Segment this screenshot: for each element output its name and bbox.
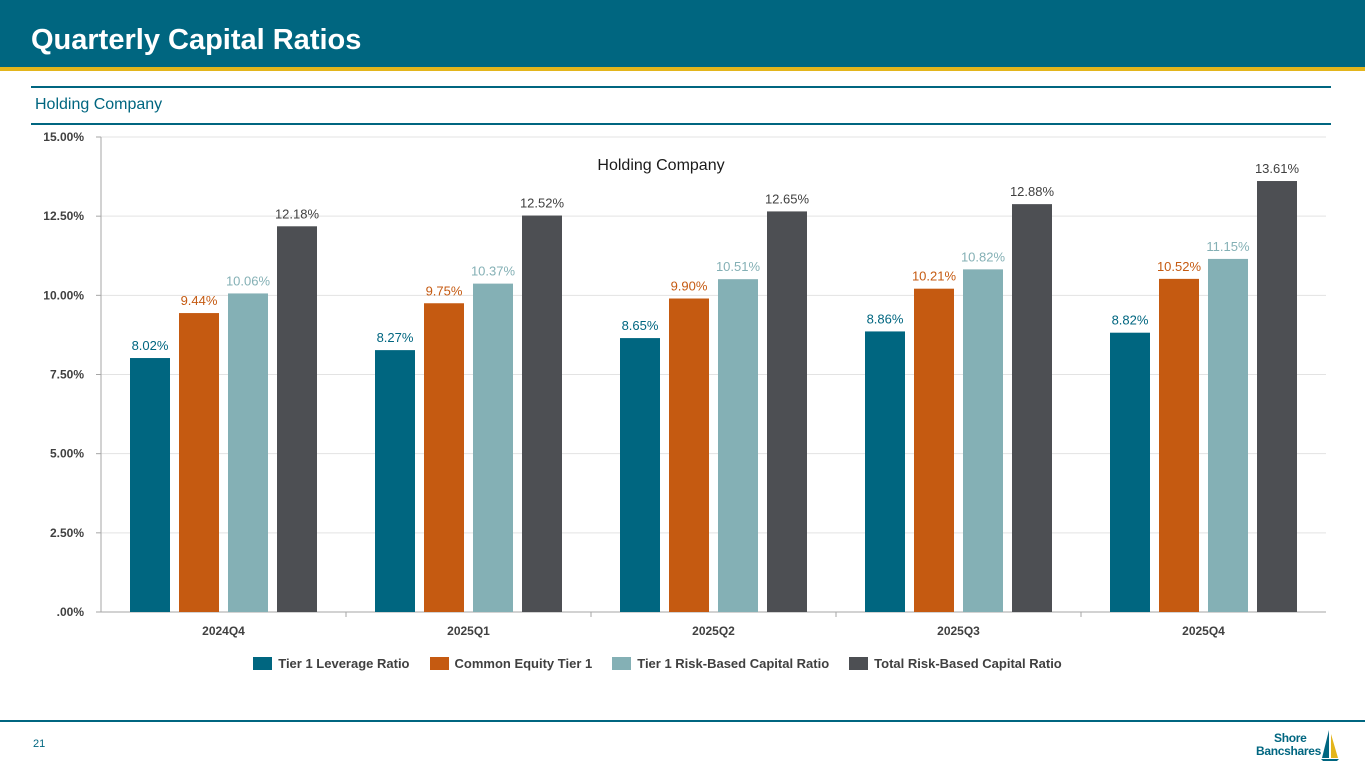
y-tick-label: 12.50%	[43, 209, 84, 223]
data-label: 12.88%	[1010, 184, 1055, 199]
x-tick-label: 2025Q3	[937, 624, 980, 638]
data-label: 10.51%	[716, 259, 761, 274]
divider-bottom	[31, 123, 1331, 125]
legend-swatch	[612, 657, 632, 670]
page-number: 21	[33, 738, 46, 750]
data-label: 8.82%	[1112, 313, 1149, 328]
chart-title: Holding Company	[597, 157, 724, 174]
data-label: 10.52%	[1157, 259, 1202, 274]
y-tick-label: 15.00%	[43, 130, 84, 144]
data-label: 10.21%	[912, 269, 957, 284]
data-label: 8.02%	[132, 338, 169, 353]
bar	[914, 288, 954, 612]
data-label: 10.06%	[226, 273, 271, 288]
data-label: 11.15%	[1206, 239, 1250, 254]
bar-chart: .00% 2.50% 5.00% 7.50% 10.00% 12.50% 15.00% 8.0…	[43, 130, 1326, 638]
logo-text-line1: Shore	[1274, 731, 1307, 745]
legend-swatch	[429, 657, 449, 670]
company-logo: Shore Bancshares	[1252, 726, 1342, 764]
y-tick-label: .00%	[57, 605, 85, 619]
legend-item: Common Equity Tier 1	[429, 656, 593, 671]
bar	[228, 293, 268, 612]
data-label: 12.52%	[520, 196, 565, 211]
legend-label: Total Risk-Based Capital Ratio	[874, 656, 1062, 671]
bar	[963, 269, 1003, 612]
bar	[669, 298, 709, 612]
legend-swatch	[849, 657, 869, 670]
bar	[473, 283, 513, 612]
data-label: 13.61%	[1255, 161, 1300, 176]
bar	[179, 313, 219, 612]
bar	[130, 358, 170, 612]
x-tick-label: 2025Q2	[692, 624, 735, 638]
divider-top	[31, 86, 1331, 88]
bar	[522, 215, 562, 612]
bar	[1110, 332, 1150, 612]
data-label: 12.65%	[765, 191, 810, 206]
legend-item: Total Risk-Based Capital Ratio	[849, 656, 1062, 671]
bar	[767, 211, 807, 612]
data-label: 10.82%	[961, 249, 1006, 264]
bar	[1208, 258, 1248, 612]
section-subtitle: Holding Company	[35, 96, 163, 113]
page-title: Quarterly Capital Ratios	[31, 24, 362, 56]
data-label: 8.65%	[622, 318, 659, 333]
x-tick-label: 2025Q4	[1182, 624, 1225, 638]
data-label: 9.90%	[671, 279, 708, 294]
x-tick-label: 2025Q1	[447, 624, 490, 638]
bar	[718, 279, 758, 612]
y-tick-label: 10.00%	[43, 288, 84, 302]
bar	[1159, 278, 1199, 612]
data-label: 9.75%	[426, 283, 463, 298]
y-tick-label: 2.50%	[50, 526, 84, 540]
data-label: 8.86%	[867, 311, 904, 326]
x-tick-label: 2024Q4	[202, 624, 245, 638]
footer-divider	[0, 720, 1365, 722]
bar	[620, 338, 660, 612]
header-bar: Quarterly Capital Ratios	[0, 0, 1365, 67]
data-label: 9.44%	[181, 293, 218, 308]
bar	[1012, 204, 1052, 612]
y-tick-label: 5.00%	[50, 447, 84, 461]
legend-item: Tier 1 Leverage Ratio	[253, 656, 410, 671]
data-label: 8.27%	[377, 330, 414, 345]
logo-text-line2: Bancshares	[1256, 744, 1322, 758]
chart-legend: Tier 1 Leverage Ratio Common Equity Tier …	[0, 656, 1365, 671]
bar	[424, 303, 464, 612]
data-label: 12.18%	[275, 206, 320, 221]
legend-swatch	[253, 657, 273, 670]
y-tick-label: 7.50%	[50, 368, 84, 382]
bar	[277, 226, 317, 613]
legend-label: Tier 1 Risk-Based Capital Ratio	[637, 656, 830, 671]
sailboat-icon	[1321, 730, 1339, 761]
legend-item: Tier 1 Risk-Based Capital Ratio	[612, 656, 829, 671]
legend-label: Common Equity Tier 1	[454, 656, 593, 671]
bar	[375, 350, 415, 612]
bar	[1257, 181, 1297, 612]
accent-bar	[0, 67, 1365, 71]
legend-label: Tier 1 Leverage Ratio	[278, 656, 410, 671]
data-label: 10.37%	[471, 264, 516, 279]
bar	[865, 331, 905, 612]
